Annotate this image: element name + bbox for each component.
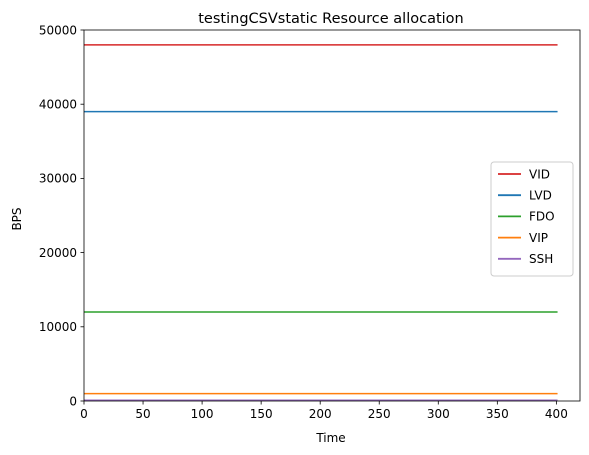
legend: VID LVD FDO VIP SSH [490, 161, 574, 277]
y-tick-label: 50000 [39, 23, 77, 37]
legend-label-vip: VIP [529, 231, 548, 245]
x-tick-label: 400 [545, 407, 568, 421]
x-tick-label: 350 [486, 407, 509, 421]
legend-label-lvd: LVD [529, 189, 552, 203]
x-tick-label: 0 [80, 407, 88, 421]
x-axis-label: Time [315, 431, 345, 445]
legend-label-vid: VID [529, 167, 550, 181]
x-tick-label: 150 [250, 407, 273, 421]
series-layer [84, 44, 558, 402]
y-tick-label: 10000 [39, 320, 77, 334]
y-tick-label: 30000 [39, 172, 77, 186]
x-tick-label: 300 [427, 407, 450, 421]
y-tick-label: 20000 [39, 246, 77, 260]
plot-frame [83, 29, 581, 402]
x-tick-label: 50 [135, 407, 150, 421]
legend-box [490, 161, 574, 277]
x-tick-label: 100 [191, 407, 214, 421]
y-axis: 0 10000 20000 30000 40000 50000 [39, 23, 84, 408]
x-tick-label: 200 [309, 407, 332, 421]
legend-label-ssh: SSH [529, 252, 553, 266]
x-tick-label: 250 [368, 407, 391, 421]
x-axis: 0 50 100 150 200 250 300 350 400 [80, 401, 568, 421]
legend-label-fdo: FDO [529, 210, 555, 224]
y-tick-label: 40000 [39, 98, 77, 112]
y-tick-label: 0 [69, 394, 77, 408]
y-axis-label: BPS [10, 207, 24, 230]
chart-title: testingCSVstatic Resource allocation [198, 11, 464, 27]
